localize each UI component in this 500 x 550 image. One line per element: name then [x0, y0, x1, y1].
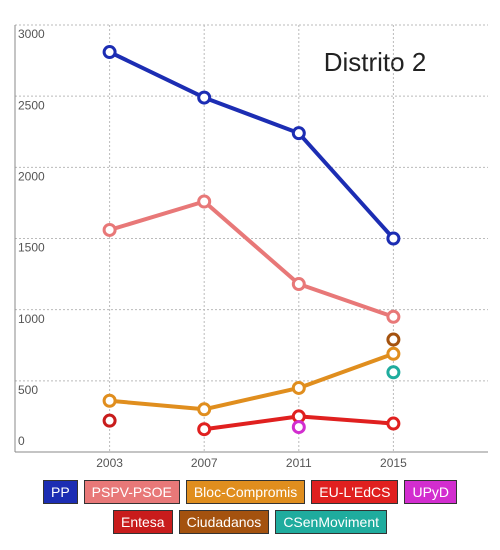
legend-item[interactable]: PP: [42, 480, 78, 504]
data-point: [197, 402, 212, 417]
data-point: [291, 126, 306, 141]
legend-item[interactable]: CSenMoviment: [275, 510, 388, 534]
legend-row: Entesa Ciudadanos CSenMoviment: [0, 510, 500, 534]
data-point: [386, 365, 401, 380]
data-point: [386, 416, 401, 431]
y-tick-label: 1500: [18, 241, 45, 255]
legend-row: PP PSPV-PSOE Bloc-Compromis EU-L'EdCS UPyD: [0, 480, 500, 504]
data-point: [197, 194, 212, 209]
legend-item[interactable]: UPyD: [404, 480, 458, 504]
y-tick-label: 500: [18, 383, 38, 397]
data-point: [386, 309, 401, 324]
legend: PP PSPV-PSOE Bloc-Compromis EU-L'EdCS UPyD En…: [0, 480, 500, 540]
legend-item[interactable]: Ciudadanos: [178, 510, 270, 534]
data-point: [197, 422, 212, 437]
legend-item[interactable]: Entesa: [112, 510, 173, 534]
series-line: [109, 351, 395, 412]
legend-item[interactable]: EU-L'EdCS: [311, 480, 399, 504]
series-line: [109, 199, 395, 319]
legend-item[interactable]: Bloc-Compromis: [185, 480, 306, 504]
data-point: [102, 45, 117, 60]
data-point: [102, 413, 117, 428]
data-point: [291, 420, 306, 435]
x-tick-label: 2011: [286, 456, 312, 470]
data-point: [386, 346, 401, 361]
x-tick-label: 2015: [380, 456, 407, 470]
y-tick-label: 0: [18, 434, 25, 448]
data-point: [291, 277, 306, 292]
legend-item[interactable]: PSPV-PSOE: [83, 480, 180, 504]
y-tick-label: 1000: [18, 312, 45, 326]
y-tick-label: 2000: [18, 170, 45, 184]
data-point: [386, 231, 401, 246]
chart: Distrito 2 0 500 1000 1500 2000 2500 3000 2003 2…: [14, 24, 488, 470]
x-tick-label: 2007: [191, 456, 218, 470]
chart-title: Distrito 2: [324, 47, 427, 77]
data-point: [197, 90, 212, 105]
data-point: [102, 393, 117, 408]
data-point: [291, 380, 306, 395]
series-line: [108, 50, 395, 240]
y-tick-label: 2500: [18, 98, 45, 112]
data-point: [386, 332, 401, 347]
x-tick-label: 2003: [96, 456, 123, 470]
y-tick-label: 3000: [18, 27, 45, 41]
data-point: [102, 222, 117, 237]
